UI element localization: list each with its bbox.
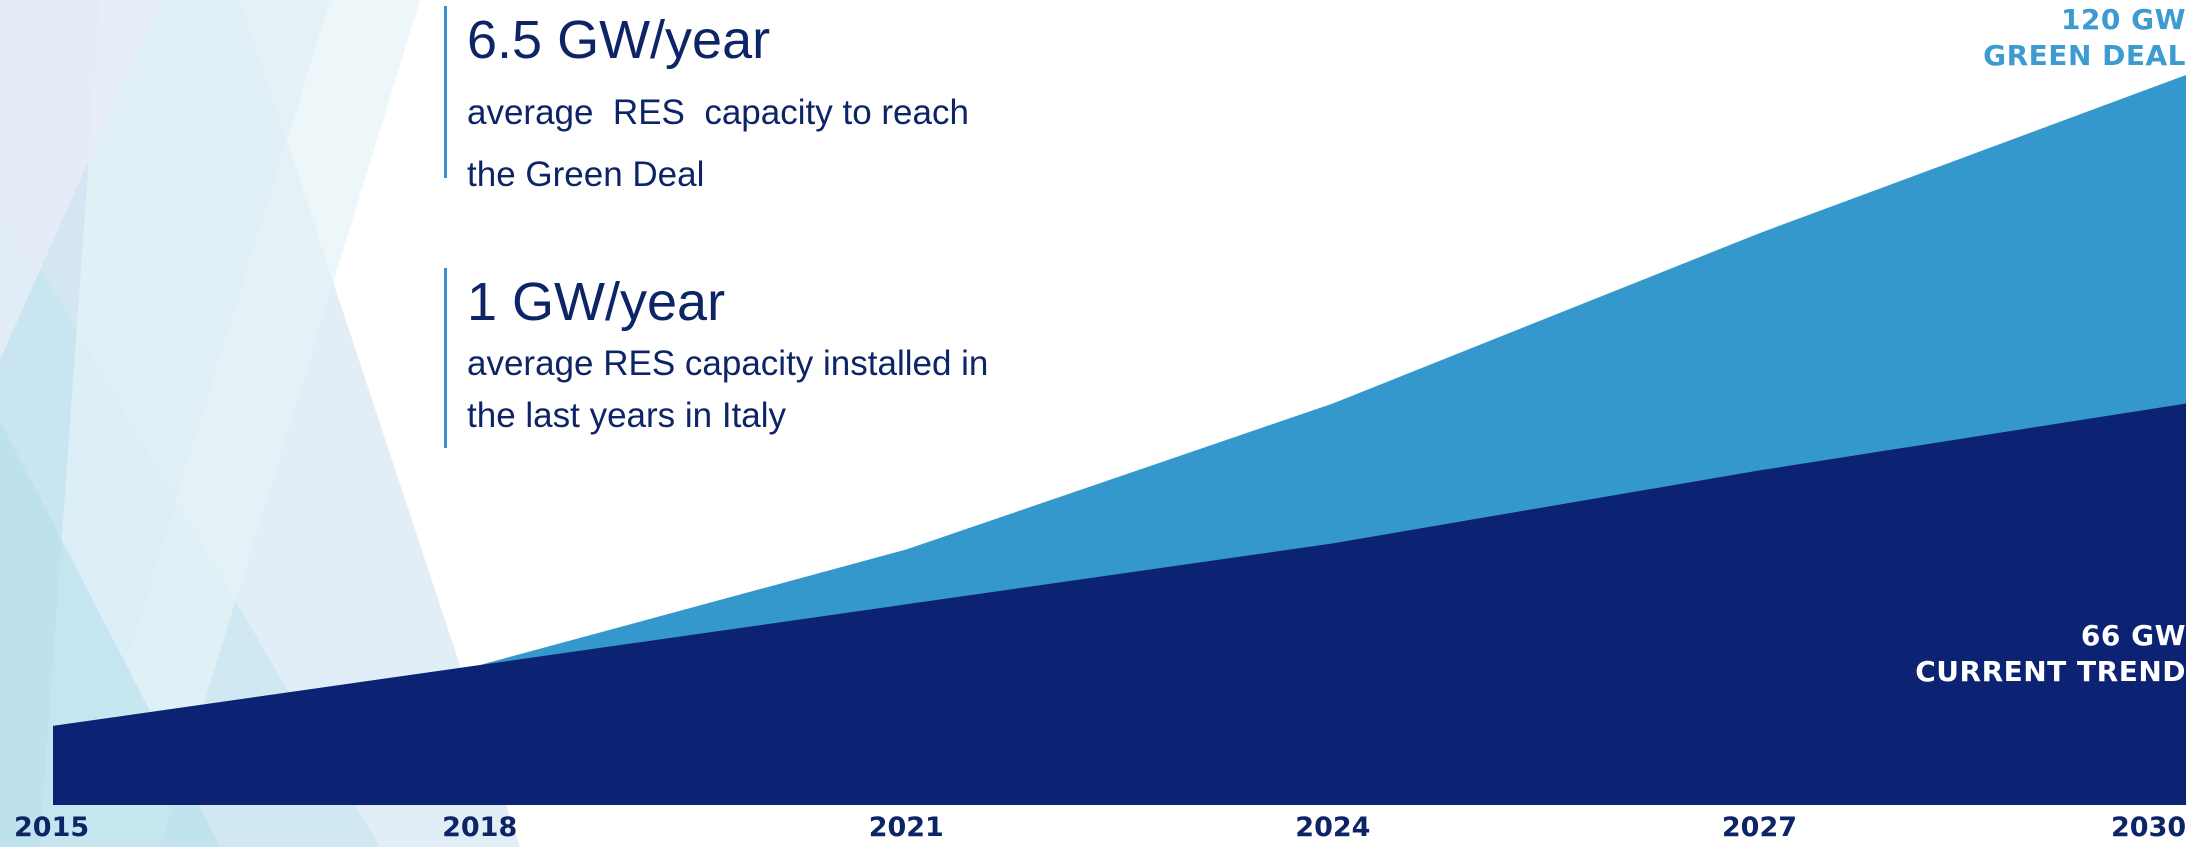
annotation-green-deal: 120 GW GREEN DEAL: [1900, 2, 2186, 74]
callout-text-line: average RES capacity to reach: [467, 93, 969, 132]
callout-text-line: the last years in Italy: [467, 396, 787, 435]
x-axis-labels: 2015 2018 2021 2024 2027 2030: [0, 811, 2211, 847]
annotation-label: GREEN DEAL: [1983, 39, 2186, 72]
x-tick-label: 2018: [442, 812, 518, 843]
x-tick-label: 2021: [868, 812, 944, 843]
callout-current-rate: 1 GW/year average RES capacity installed…: [444, 268, 988, 448]
annotation-current-trend: 66 GW CURRENT TREND: [1850, 618, 2186, 690]
x-tick-label: 2015: [14, 812, 90, 843]
x-tick-label: 2027: [1721, 812, 1798, 843]
annotation-value: 120 GW: [2060, 3, 2186, 36]
callout-headline: 6.5 GW/year: [467, 10, 771, 70]
annotation-label: CURRENT TREND: [1915, 655, 2186, 688]
callout-text-line: the Green Deal: [467, 155, 705, 194]
callout-text-line: average RES capacity installed in: [467, 344, 989, 383]
area-current-trend: [53, 403, 2186, 805]
x-tick-label: 2030: [2111, 812, 2187, 843]
callout-green-deal-rate: 6.5 GW/year average RES capacity to reac…: [444, 6, 969, 194]
annotation-value: 66 GW: [2080, 619, 2186, 652]
callout-headline: 1 GW/year: [467, 272, 726, 332]
x-tick-label: 2024: [1295, 812, 1371, 843]
